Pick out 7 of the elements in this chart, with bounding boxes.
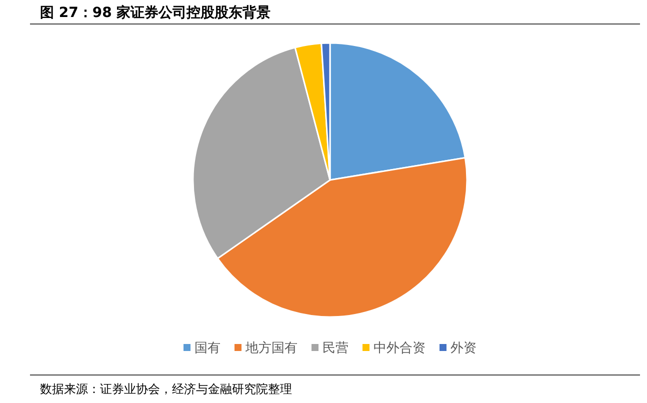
source-note: 数据来源：证券业协会，经济与金融研究院整理 — [40, 382, 292, 396]
legend-label: 外资 — [450, 341, 476, 356]
legend-label: 地方国有 — [244, 340, 298, 356]
legend-label: 民营 — [322, 341, 348, 356]
legend-label: 中外合资 — [374, 341, 426, 356]
chart-title: 图 27：98 家证券公司控股股东背景 — [40, 4, 271, 21]
legend-label: 国有 — [194, 341, 220, 356]
